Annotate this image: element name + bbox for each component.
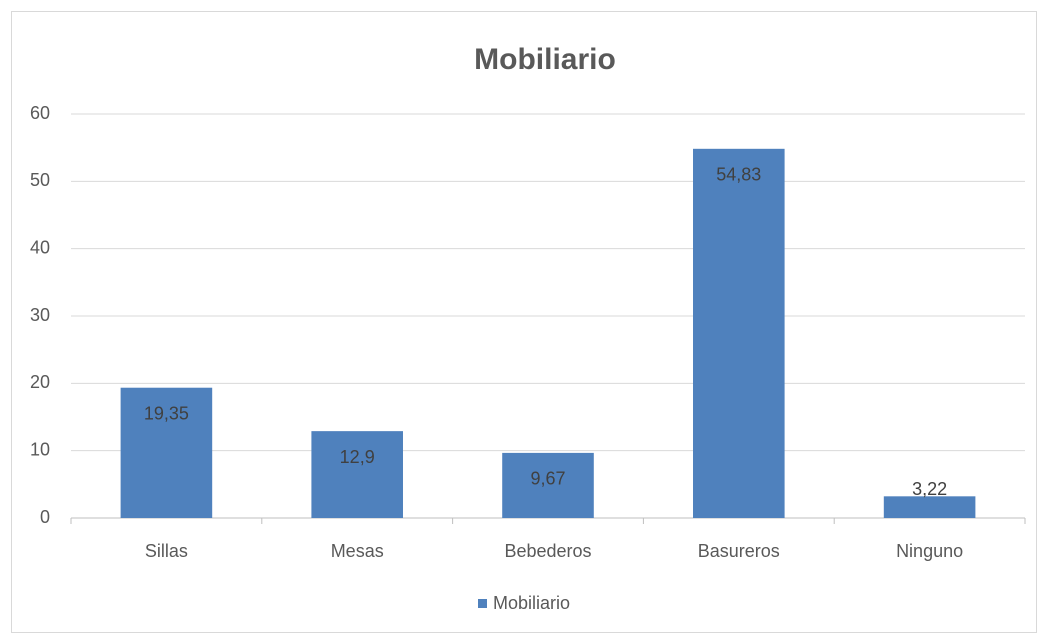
bar: [311, 431, 403, 518]
y-tick-label: 10: [30, 439, 50, 459]
x-tick-label: Mesas: [331, 541, 384, 561]
legend-label: Mobiliario: [493, 593, 570, 613]
data-label: 3,22: [912, 479, 947, 499]
bar: [883, 496, 976, 518]
y-tick-label: 0: [40, 507, 50, 527]
data-label: 9,67: [530, 469, 565, 489]
y-tick-label: 50: [30, 170, 50, 190]
data-label: 54,83: [716, 165, 761, 185]
x-tick-label: Sillas: [145, 541, 188, 561]
x-tick-label: Ninguno: [896, 541, 963, 561]
x-tick-label: Bebederos: [504, 541, 591, 561]
chart-border: [11, 11, 1037, 633]
bar: [120, 387, 213, 518]
data-label: 19,35: [144, 403, 189, 423]
y-tick-label: 30: [30, 305, 50, 325]
data-label: 12,9: [340, 447, 375, 467]
x-tick-label: Basureros: [698, 541, 780, 561]
chart-title: Mobiliario: [474, 43, 616, 76]
y-tick-label: 40: [30, 237, 50, 257]
bar: [502, 452, 594, 518]
y-tick-label: 60: [30, 103, 50, 123]
y-tick-label: 20: [30, 372, 50, 392]
legend-swatch: [478, 599, 487, 608]
bar: [693, 148, 785, 518]
